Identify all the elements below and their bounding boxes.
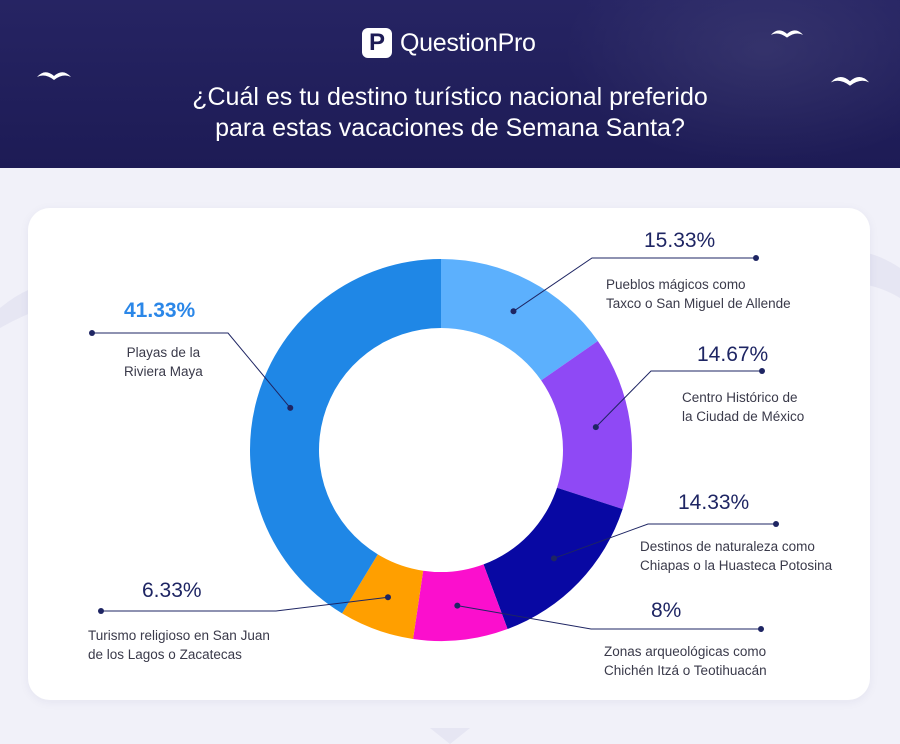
leader-dot bbox=[550, 555, 557, 562]
leader-dot bbox=[753, 255, 759, 261]
leader-dot bbox=[758, 626, 764, 632]
donut-slice bbox=[342, 554, 424, 639]
slice-category-line: de los Lagos o Zacatecas bbox=[88, 647, 242, 662]
leader-dot bbox=[89, 330, 95, 336]
slice-category-line: Destinos de naturaleza como bbox=[640, 539, 815, 554]
bird-icon bbox=[770, 30, 804, 38]
slice-category-line: Centro Histórico de bbox=[682, 390, 798, 405]
slice-percentage-label: 8% bbox=[651, 599, 682, 622]
leader-dot bbox=[287, 404, 294, 411]
leader-line bbox=[101, 596, 389, 612]
slice-category-line: Playas de la bbox=[126, 345, 201, 360]
slice-category-label: Pueblos mágicos como Taxco o San Miguel d… bbox=[606, 275, 791, 313]
slice-category-line: Zonas arqueológicas como bbox=[604, 644, 767, 659]
leader-line bbox=[513, 257, 756, 312]
slice-percentage-label: 14.67% bbox=[697, 343, 769, 366]
header-banner: P QuestionPro ¿Cuál es tu destino turíst… bbox=[0, 0, 900, 168]
slice-category-label: Playas de la Riviera Maya bbox=[124, 343, 203, 381]
donut-slice bbox=[413, 564, 508, 641]
leader-dot bbox=[592, 424, 599, 431]
slice-category-label: Centro Histórico de la Ciudad de México bbox=[682, 388, 804, 426]
leader-line bbox=[553, 523, 776, 559]
slice-category-line: la Ciudad de México bbox=[682, 409, 805, 424]
leader-dot bbox=[454, 602, 461, 609]
question-line-2: para estas vacaciones de Semana Santa? bbox=[215, 114, 685, 142]
leader-dot bbox=[759, 368, 765, 374]
slice-category-line: Turismo religioso en San Juan bbox=[88, 628, 270, 643]
slice-percentage-label: 41.33% bbox=[124, 299, 196, 322]
slice-percentage-label: 6.33% bbox=[142, 579, 202, 602]
question-line-1: ¿Cuál es tu destino turístico nacional p… bbox=[192, 83, 708, 111]
slice-category-label: Turismo religioso en San Juan de los Lago… bbox=[88, 626, 270, 664]
leader-dot bbox=[510, 308, 517, 315]
logo-mark-icon: P bbox=[362, 28, 392, 58]
slice-percentage-label: 15.33% bbox=[644, 229, 716, 252]
question-title: ¿Cuál es tu destino turístico nacional p… bbox=[0, 82, 900, 144]
slice-category-line: Taxco o San Miguel de Allende bbox=[606, 296, 791, 311]
header-glow bbox=[560, 0, 900, 168]
leader-line bbox=[457, 605, 761, 630]
leader-dot bbox=[773, 521, 779, 527]
slice-category-line: Chichén Itzá o Teotihuacán bbox=[604, 663, 767, 678]
brand-name: QuestionPro bbox=[400, 28, 536, 57]
leader-line bbox=[595, 370, 762, 428]
leader-dot bbox=[384, 594, 391, 601]
leader-dot bbox=[98, 608, 104, 614]
donut-slice bbox=[441, 259, 598, 381]
leader-line bbox=[92, 332, 291, 409]
slice-category-line: Pueblos mágicos como bbox=[606, 277, 746, 292]
slice-category-label: Zonas arqueológicas como Chichén Itzá o T… bbox=[604, 642, 767, 680]
bird-icon bbox=[830, 77, 870, 86]
bird-icon bbox=[37, 72, 71, 80]
slice-percentage-label: 14.33% bbox=[678, 491, 750, 514]
donut-slice bbox=[249, 259, 441, 614]
donut-slice bbox=[541, 340, 633, 510]
slice-category-line: Riviera Maya bbox=[124, 364, 203, 379]
slice-category-label: Destinos de naturaleza como Chiapas o la … bbox=[640, 537, 832, 575]
questionpro-logo: P QuestionPro bbox=[362, 26, 536, 60]
slice-category-line: Chiapas o la Huasteca Potosina bbox=[640, 558, 833, 573]
